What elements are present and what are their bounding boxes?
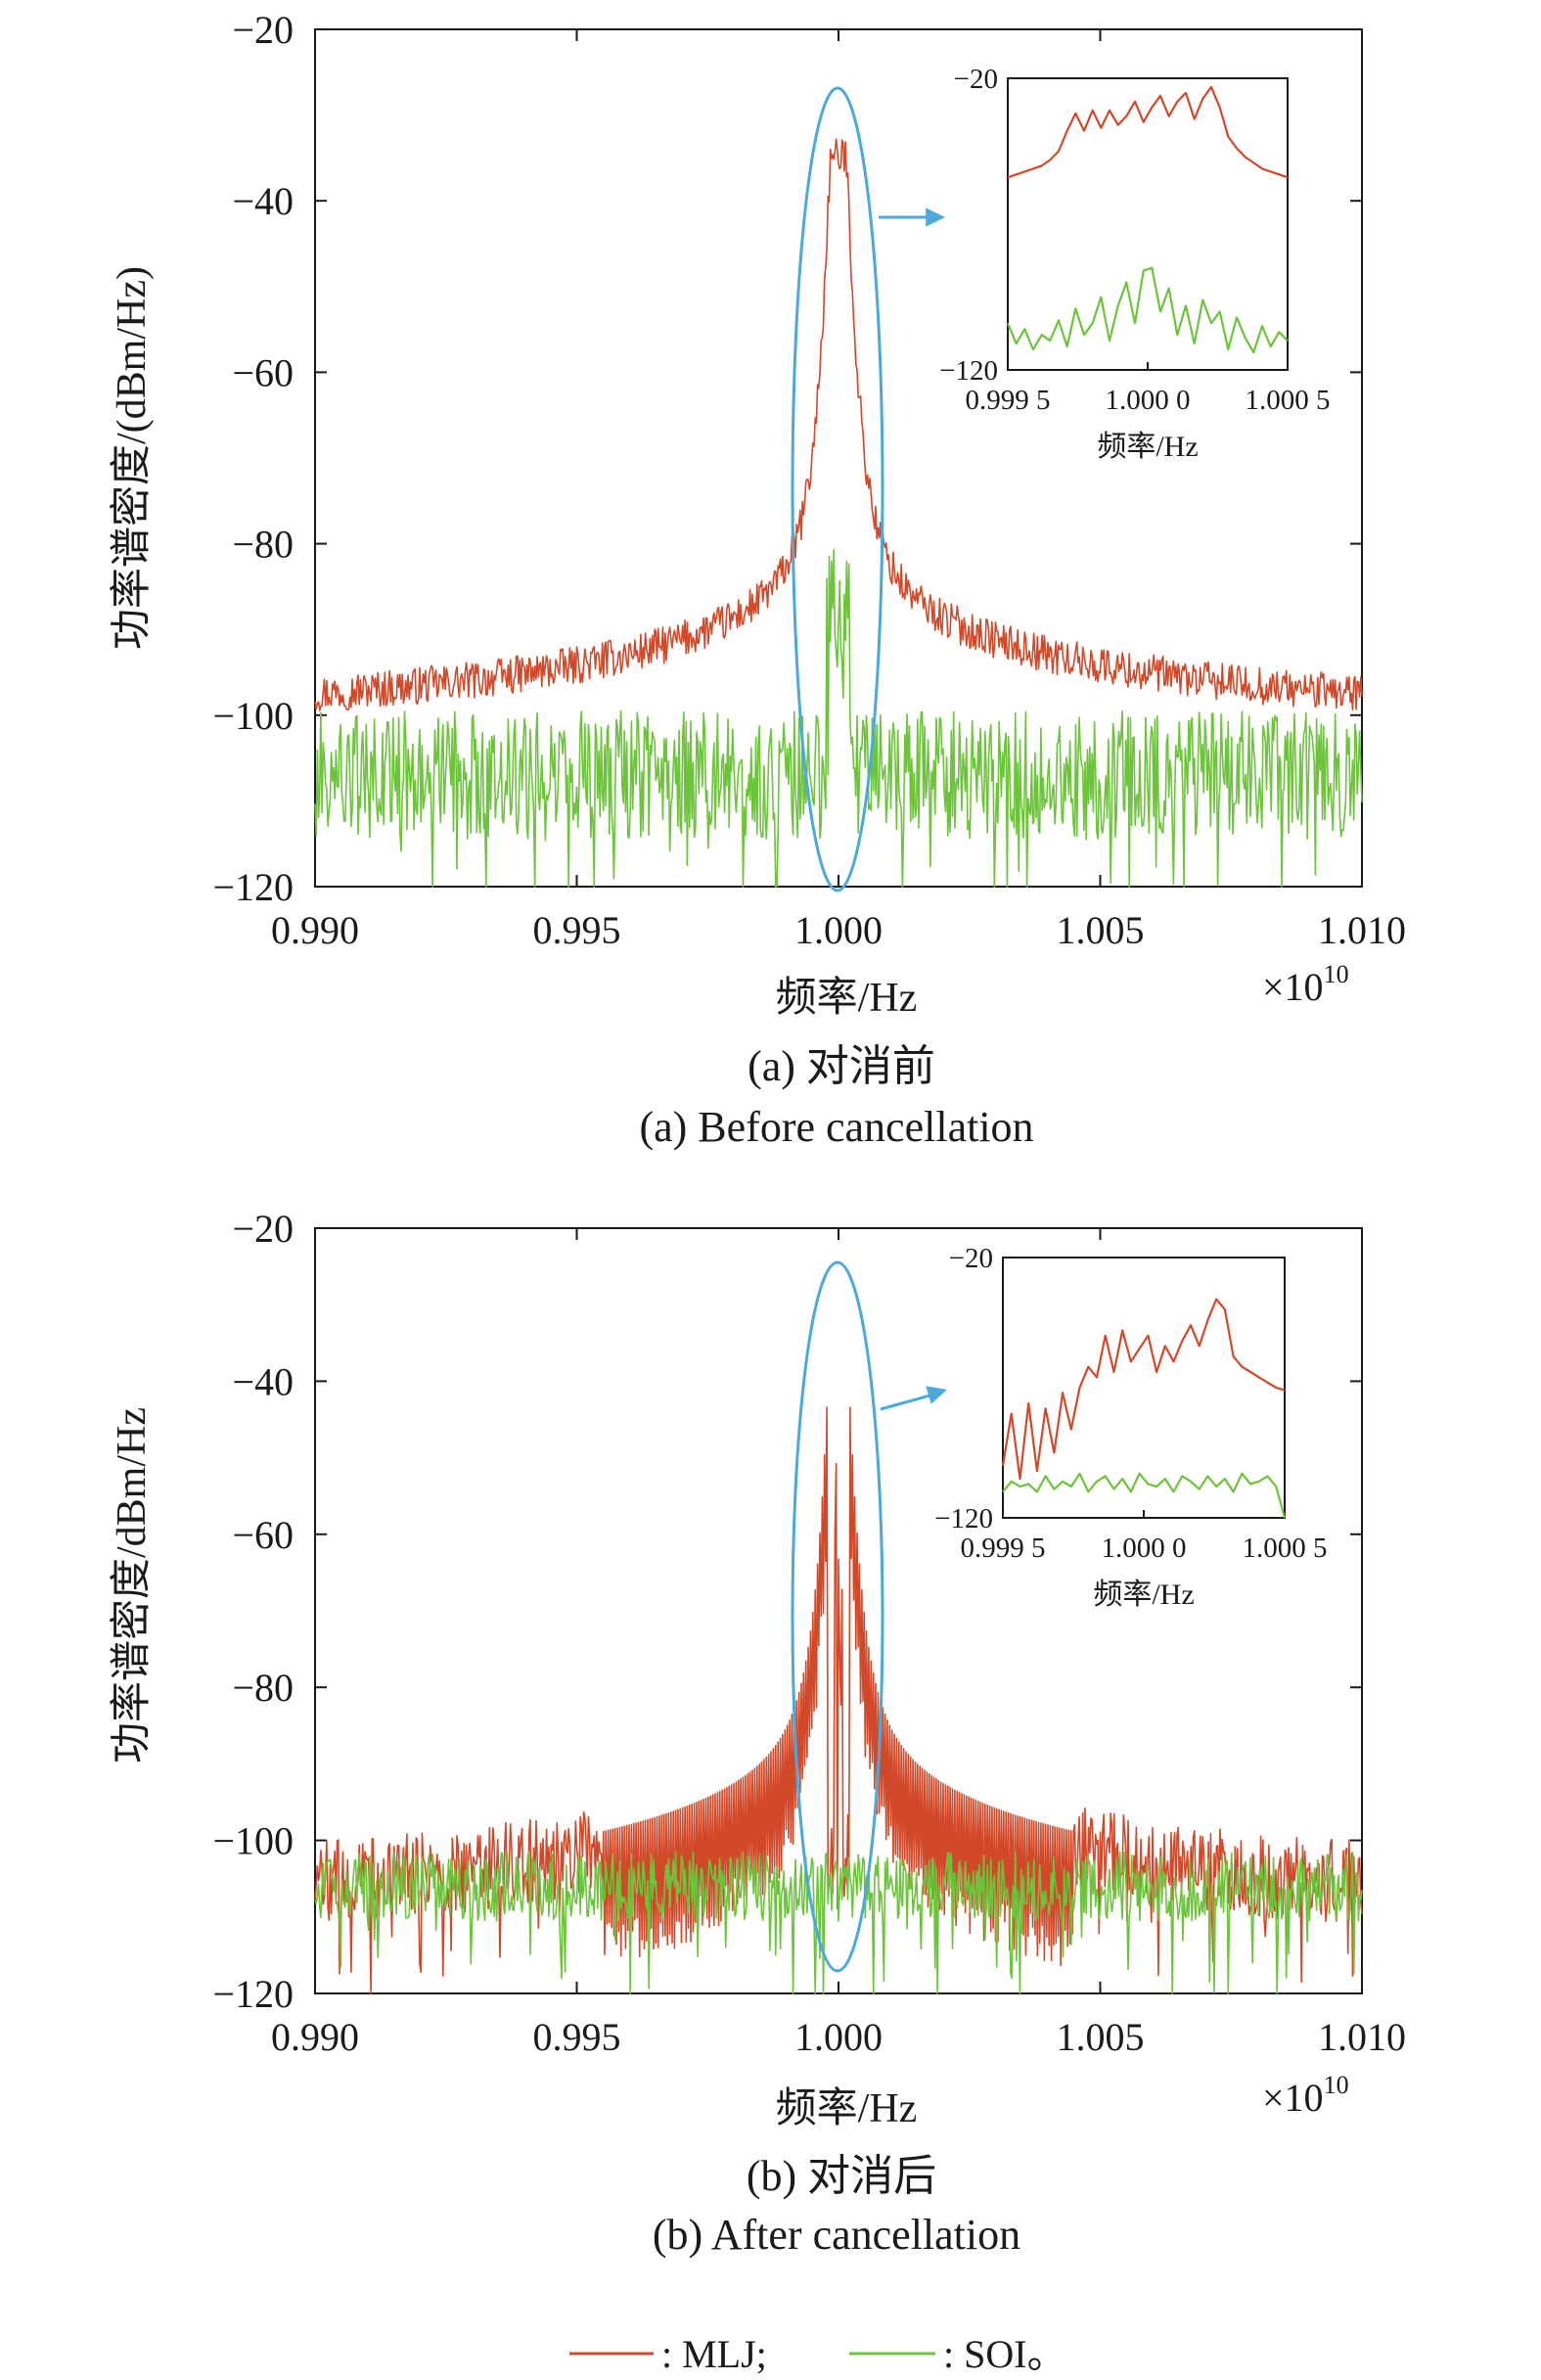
y-tick-label: −20 [232, 1207, 294, 1251]
inset-frame [1002, 1257, 1286, 1519]
y-tick-label: −40 [232, 1359, 294, 1403]
zoom-arrow-head [926, 207, 945, 227]
inset-x-tick-label: 0.999 5 [961, 1533, 1046, 1564]
x-tick-label: 1.000 [794, 908, 883, 952]
y-tick-label: −100 [212, 694, 294, 738]
caption-chinese: (a) 对消前 [748, 1042, 935, 1090]
x-tick-label: 1.005 [1057, 908, 1145, 952]
x-axis-multiplier: ×1010 [1262, 2071, 1349, 2120]
y-tick-label: −80 [232, 1666, 294, 1710]
series-line-mlj [314, 1406, 1363, 1994]
inset-x-tick-label: 0.999 5 [966, 385, 1051, 416]
inset-y-tick-label: −20 [954, 64, 998, 95]
x-axis-multiplier: ×1010 [1262, 960, 1349, 1009]
x-multiplier-base: ×10 [1262, 965, 1324, 1009]
y-tick-label: −100 [212, 1819, 294, 1863]
x-tick-label: 1.010 [1318, 908, 1406, 952]
series-line-mlj [314, 138, 1363, 711]
inset-x-axis-label: 频率/Hz [1093, 1579, 1194, 1611]
y-tick-label: −60 [232, 1513, 294, 1557]
y-tick-label: −40 [232, 179, 294, 223]
inset-series-line-mlj [1001, 1298, 1286, 1481]
y-tick-label: −20 [232, 8, 294, 52]
x-axis-label: 频率/Hz [776, 975, 918, 1021]
y-tick-label: −80 [232, 523, 294, 567]
inset-frame [1007, 77, 1289, 371]
x-tick-label: 0.995 [533, 2015, 621, 2059]
y-axis-label: 功率谱密度/dBm/Hz [109, 1407, 155, 1763]
x-axis-label: 频率/Hz [776, 2085, 918, 2131]
series-line-soi [314, 1851, 1363, 1994]
inset-x-tick-label: 1.000 5 [1243, 1533, 1328, 1564]
x-multiplier-exponent: 10 [1324, 2071, 1349, 2099]
caption-english: (a) Before cancellation [639, 1103, 1033, 1151]
x-tick-label: 0.995 [533, 908, 621, 952]
zoom-arrow [880, 1393, 934, 1411]
x-tick-label: 0.990 [271, 2015, 359, 2059]
inset-x-tick-label: 1.000 0 [1106, 385, 1191, 416]
highlight-ellipse [791, 86, 884, 892]
y-tick-label: −120 [212, 1972, 294, 2016]
legend-label-mlj: : MLJ; [661, 2332, 767, 2376]
inset-series-line-soi [1006, 266, 1289, 354]
y-axis-label: 功率谱密度/(dBm/Hz) [109, 266, 155, 650]
x-tick-label: 1.010 [1318, 2015, 1406, 2059]
inset-series-line-soi [1002, 1472, 1287, 1519]
inset-y-tick-label: −20 [949, 1243, 993, 1274]
inset-x-tick-label: 1.000 0 [1102, 1533, 1187, 1564]
y-tick-label: −120 [212, 865, 294, 909]
y-tick-label: −60 [232, 350, 294, 394]
x-multiplier-exponent: 10 [1324, 960, 1349, 988]
highlight-ellipse [791, 1260, 884, 1973]
x-multiplier-base: ×10 [1262, 2076, 1324, 2120]
x-tick-label: 0.990 [271, 908, 359, 952]
x-tick-label: 1.000 [794, 2015, 883, 2059]
x-tick-label: 1.005 [1057, 2015, 1145, 2059]
inset-y-tick-label: −120 [934, 1503, 993, 1534]
legend-label-soi: : SOI。 [943, 2332, 1066, 2376]
inset-y-tick-label: −120 [939, 355, 998, 387]
inset-x-tick-label: 1.000 5 [1246, 385, 1331, 416]
inset-x-axis-label: 频率/Hz [1097, 431, 1198, 463]
inset-series-line-mlj [1007, 85, 1289, 179]
zoom-arrow-head [926, 1386, 947, 1404]
series-line-soi [314, 549, 1363, 888]
legend: : MLJ; : SOI。 [569, 2332, 1066, 2376]
caption-english: (b) After cancellation [653, 2211, 1020, 2259]
caption-chinese: (b) 对消后 [747, 2152, 936, 2200]
